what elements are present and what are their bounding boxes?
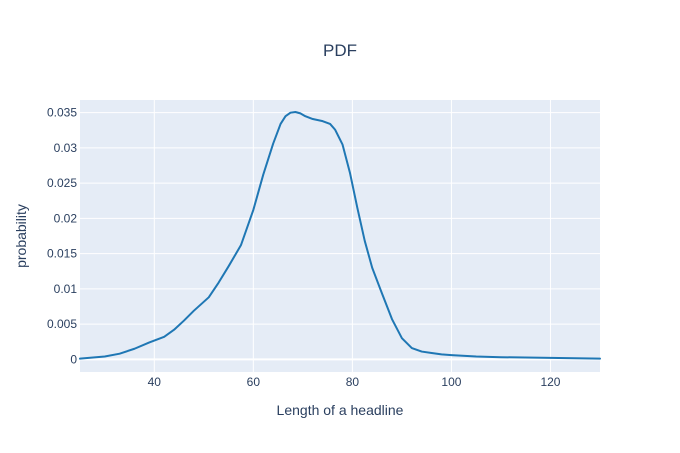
y-tick-label: 0.005 [47,317,77,331]
y-axis-ticks: 0 0.005 0.01 0.015 0.02 0.025 0.03 0.035 [47,106,77,367]
y-tick-label: 0.025 [47,176,77,190]
plot-background [80,100,600,372]
x-tick-label: 120 [540,375,560,389]
y-tick-label: 0 [70,352,77,366]
x-axis-ticks: 40 60 80 100 120 [148,375,561,389]
series-layer [79,110,601,360]
y-tick-label: 0.01 [54,282,78,296]
x-tick-label: 40 [148,375,162,389]
y-tick-label: 0.015 [47,247,77,261]
chart-title: PDF [323,41,357,60]
y-axis-label: probability [13,204,29,268]
x-tick-label: 80 [346,375,360,389]
y-tick-label: 0.02 [54,211,78,225]
x-tick-label: 100 [441,375,461,389]
x-tick-label: 60 [247,375,261,389]
pdf-series-line [79,110,601,360]
y-tick-label: 0.035 [47,106,77,120]
grid [80,100,600,372]
x-axis-label: Length of a headline [277,402,404,418]
y-tick-label: 0.03 [54,141,78,155]
